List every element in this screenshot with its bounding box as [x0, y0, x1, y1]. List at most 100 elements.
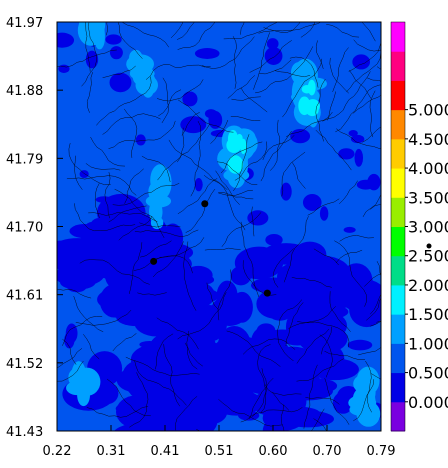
- streamline: [361, 22, 376, 42]
- colorbar-segment: [391, 284, 405, 315]
- low-value-patch: [169, 336, 188, 351]
- low-value-patch: [57, 32, 75, 48]
- colorbar: 0.000 0.500 1.000 1.500 2.000 2.500 3.000 3.500…: [390, 21, 448, 432]
- high-value-patch: [150, 164, 170, 196]
- streamline: [105, 22, 109, 36]
- streamline: [66, 175, 137, 196]
- streamline: [264, 384, 290, 411]
- low-value-patch: [95, 196, 113, 203]
- streamline: [150, 237, 205, 261]
- streamline: [370, 293, 381, 315]
- streamline: [327, 91, 336, 121]
- streamline: [186, 330, 198, 370]
- streamline: [366, 261, 381, 321]
- streamline: [81, 22, 97, 87]
- streamline: [240, 87, 268, 113]
- low-value-patch: [367, 173, 381, 191]
- streamline: [74, 155, 83, 190]
- low-value-patch: [343, 226, 356, 233]
- x-axis: 0.22 0.31 0.41 0.51 0.60 0.70 0.79: [43, 425, 395, 459]
- streamline: [57, 288, 92, 299]
- streamline: [226, 330, 281, 367]
- streamline: [134, 360, 187, 406]
- colorbar-label: 0.000: [408, 393, 448, 412]
- x-tick-label: 0.70: [313, 444, 342, 459]
- streamline: [119, 22, 170, 48]
- high-value-patch: [77, 22, 105, 46]
- streamline: [339, 234, 374, 242]
- streamline: [271, 392, 302, 396]
- colorbar-segment: [391, 255, 405, 286]
- streamline: [139, 222, 181, 228]
- low-value-patch: [211, 389, 262, 416]
- colorbar-label: 5.000: [408, 101, 448, 120]
- low-value-patch: [302, 339, 342, 376]
- low-value-patch: [323, 278, 336, 294]
- low-value-patch: [57, 240, 72, 259]
- streamline: [319, 334, 333, 378]
- low-value-patch: [110, 271, 128, 287]
- y-tick-label: 41.61: [6, 289, 43, 304]
- streamline: [367, 77, 381, 82]
- streamline: [137, 292, 167, 296]
- low-value-patch: [266, 38, 279, 50]
- streamline: [145, 64, 211, 80]
- colorbar-segment: [391, 401, 405, 432]
- marker-layer: [150, 200, 271, 297]
- streamline: [203, 175, 246, 231]
- streamline: [57, 49, 117, 68]
- streamline: [183, 241, 197, 311]
- plot-area: [57, 22, 381, 431]
- streamline: [291, 277, 332, 288]
- streamline: [364, 273, 381, 287]
- streamline: [274, 70, 311, 78]
- x-tick-label: 0.51: [205, 444, 234, 459]
- streamline: [260, 130, 292, 182]
- colorbar-label: 4.500: [408, 130, 448, 149]
- streamline: [85, 22, 91, 72]
- streamline: [134, 229, 199, 237]
- streamline: [324, 378, 350, 425]
- streamline: [339, 180, 358, 205]
- low-value-patch: [65, 323, 78, 344]
- streamline: [255, 46, 314, 94]
- high-value-patch: [227, 130, 239, 149]
- streamline: [141, 155, 171, 183]
- low-value-patch: [173, 397, 210, 420]
- streamline: [240, 22, 245, 35]
- low-value-patch: [187, 288, 220, 303]
- streamline: [206, 282, 219, 310]
- colorbar-segment: [391, 197, 405, 227]
- low-value-patch: [115, 404, 134, 414]
- low-value-patch: [85, 50, 99, 69]
- colorbar-segment: [391, 80, 405, 111]
- streamline: [332, 47, 349, 92]
- low-value-patch: [58, 64, 70, 74]
- streamline: [88, 212, 158, 223]
- low-value-patch: [194, 48, 220, 59]
- low-value-patch: [79, 170, 89, 179]
- streamline: [125, 356, 200, 376]
- streamline: [353, 94, 381, 114]
- y-tick-label: 41.79: [6, 152, 43, 167]
- low-value-patch: [256, 323, 276, 338]
- streamline: [190, 120, 202, 197]
- low-value-patch: [352, 54, 371, 70]
- low-value-patch: [204, 109, 218, 119]
- low-value-patch: [247, 210, 269, 226]
- low-value-patch: [265, 357, 289, 389]
- streamline: [177, 292, 227, 340]
- low-value-patch: [280, 182, 292, 201]
- streamline: [75, 309, 132, 326]
- low-value-patch: [277, 261, 324, 292]
- streamline: [257, 344, 271, 414]
- low-value-patch: [282, 383, 307, 417]
- streamline: [102, 65, 136, 78]
- streamline: [181, 112, 200, 136]
- low-value-patch: [108, 289, 132, 299]
- low-value-patch: [286, 338, 309, 346]
- streamline: [118, 216, 153, 241]
- low-value-patch: [230, 291, 253, 323]
- streamline: [334, 240, 367, 307]
- streamline: [204, 247, 241, 251]
